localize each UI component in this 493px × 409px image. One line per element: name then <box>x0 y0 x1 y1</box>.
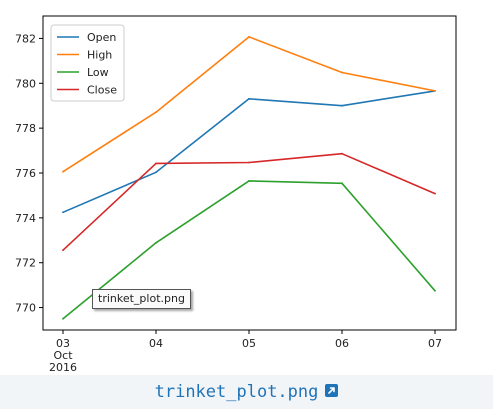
data-point-high <box>434 90 436 92</box>
legend-label-low: Low <box>87 66 109 79</box>
data-point-low <box>155 241 157 244</box>
legend-box <box>50 24 125 102</box>
data-point-close <box>341 152 343 155</box>
data-point-open <box>248 97 250 100</box>
data-point-close <box>434 192 436 195</box>
y-tick-label: 782 <box>15 32 36 45</box>
data-point-high <box>248 36 250 38</box>
external-link-icon[interactable] <box>325 382 339 397</box>
x-tick-label: 05 <box>242 337 256 350</box>
download-link[interactable]: trinket_plot.png <box>154 382 319 402</box>
data-point-close <box>155 162 157 165</box>
legend-label-close: Close <box>87 84 117 97</box>
data-point-open <box>62 211 64 214</box>
legend-label-open: Open <box>87 31 116 44</box>
y-tick-label: 772 <box>15 257 36 270</box>
data-point-close <box>62 249 64 252</box>
chart-area: 770 772 774 776 778 780 782 03 04 05 06 07 Oct 2016 Op… <box>15 15 457 374</box>
data-point-low <box>434 289 436 292</box>
y-tick-label: 778 <box>15 122 36 135</box>
data-point-low <box>62 317 64 320</box>
footer-bar: trinket_plot.png <box>0 375 493 409</box>
data-point-open <box>341 104 343 107</box>
y-tick-label: 774 <box>15 212 36 225</box>
data-point-high <box>155 111 157 114</box>
x-tick-label: 04 <box>149 337 163 350</box>
filename-tooltip: trinket_plot.png <box>92 289 191 309</box>
x-tick-sublabel: 2016 <box>49 361 77 374</box>
y-tick-label: 776 <box>15 167 36 180</box>
data-point-high <box>62 170 64 173</box>
x-tick-label: 03 <box>56 337 70 350</box>
y-tick-label: 780 <box>15 77 36 90</box>
data-point-high <box>341 71 343 74</box>
data-point-open <box>155 171 157 174</box>
y-tick-label: 770 <box>15 302 36 315</box>
x-tick-label: 06 <box>335 337 349 350</box>
x-tick-label: 07 <box>428 337 442 350</box>
data-point-close <box>248 161 250 164</box>
legend-label-high: High <box>87 49 112 62</box>
data-point-low <box>341 182 343 185</box>
x-tick-sublabel: Oct <box>53 349 73 362</box>
data-point-low <box>248 180 250 182</box>
